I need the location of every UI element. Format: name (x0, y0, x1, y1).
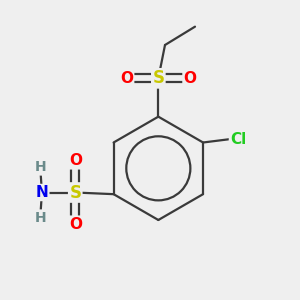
Text: H: H (34, 211, 46, 224)
Text: N: N (35, 185, 48, 200)
Text: S: S (152, 69, 164, 87)
Text: O: O (184, 71, 196, 86)
Text: S: S (69, 184, 81, 202)
Text: H: H (34, 160, 46, 175)
Text: O: O (69, 153, 82, 168)
Text: O: O (69, 217, 82, 232)
Text: O: O (120, 71, 133, 86)
Text: Cl: Cl (230, 132, 246, 147)
